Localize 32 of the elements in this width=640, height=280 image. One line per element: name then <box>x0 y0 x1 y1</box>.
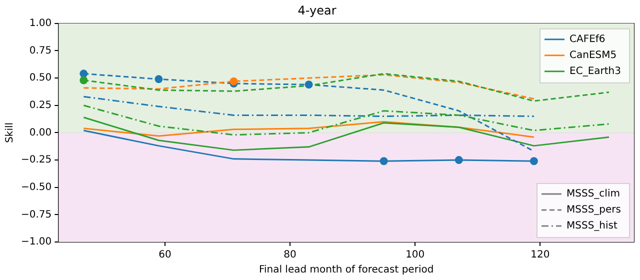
point <box>80 76 88 84</box>
y-tick-label: 1.00 <box>29 18 52 29</box>
y-tick-label: −0.25 <box>20 154 52 166</box>
legend-label: CanESM5 <box>570 50 617 61</box>
x-tick-label: 60 <box>158 250 172 261</box>
point <box>454 156 463 164</box>
point <box>530 157 538 166</box>
x-tick-label: 80 <box>284 250 296 261</box>
line-series <box>82 74 535 100</box>
y-tick-label: 0.75 <box>29 45 52 56</box>
legend-label: MSSS_pers <box>566 204 622 216</box>
y-tick-label: −0.50 <box>20 182 52 193</box>
point <box>230 77 238 86</box>
legend-label: MSSS_clim <box>566 188 620 200</box>
line-series <box>82 104 610 136</box>
legend-label: EC_Earth3 <box>570 66 622 77</box>
y-tick-label: 0.50 <box>29 72 52 84</box>
y-tick-label: 0.25 <box>29 100 52 111</box>
x-axis-title: Final lead month of forecast period <box>258 264 434 276</box>
point <box>304 80 313 89</box>
point <box>154 75 163 84</box>
point <box>80 70 88 78</box>
x-tick-label: 100 <box>406 250 425 261</box>
y-tick-label: −0.75 <box>20 209 52 220</box>
y-tick-label: 0.00 <box>29 127 52 138</box>
legend-label: CAFEf6 <box>570 34 606 45</box>
y-axis-title: Skill <box>4 122 16 143</box>
legend-label: MSSS_hist <box>566 220 618 232</box>
chart-title: 4-year <box>298 3 336 18</box>
point <box>380 157 388 166</box>
x-tick-label: 120 <box>530 250 550 261</box>
y-tick-label: −1.00 <box>20 236 52 248</box>
